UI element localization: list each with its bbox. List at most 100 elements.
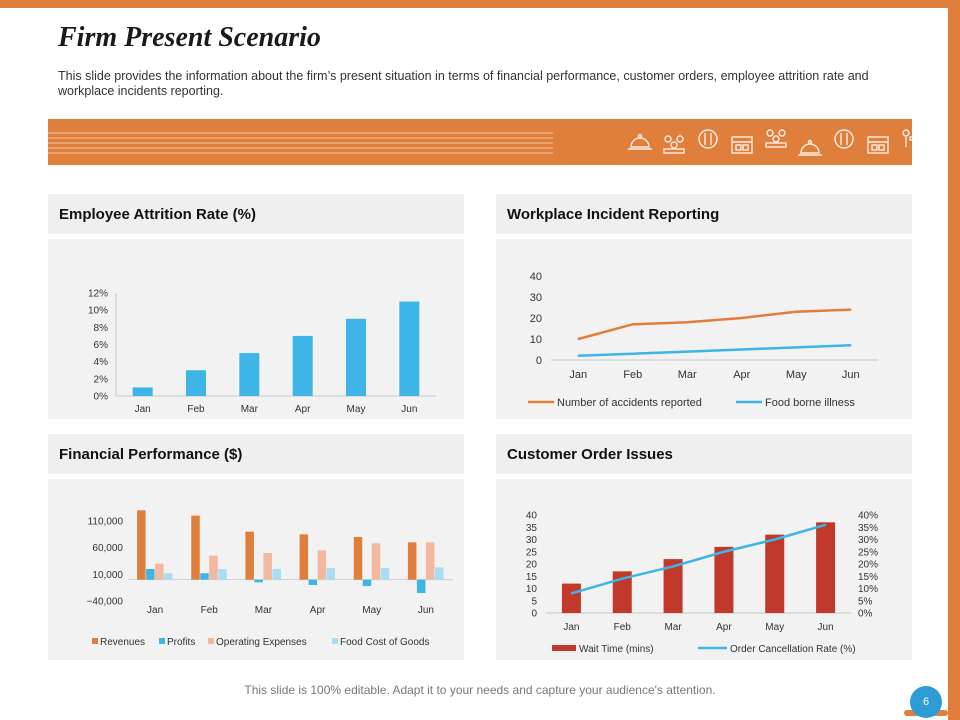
person-head (772, 135, 780, 143)
accidents-point (686, 321, 689, 323)
wait-time-bar (612, 571, 632, 613)
y-tick-label: 20 (526, 560, 538, 571)
team-icon (663, 135, 685, 154)
y-tick-label: 35 (526, 523, 538, 534)
accidents-point (849, 308, 852, 311)
food-illness-point (631, 352, 634, 355)
revenue-bar (407, 542, 417, 580)
dining-table (909, 136, 912, 141)
legend-label: Operating Expenses (216, 637, 307, 648)
plate (698, 129, 718, 149)
attrition-bar (239, 353, 260, 396)
food-cost-bar (272, 569, 281, 580)
financial-chart-panel: −40,000 10,000 60,000 110,000 Jan Feb Mar Apr Ma… (48, 479, 464, 660)
legend-swatch (332, 638, 338, 644)
store-icon (731, 136, 753, 154)
food-illness-point (686, 350, 689, 353)
y-tick-label: 10,000 (92, 570, 123, 581)
attrition-bar (132, 387, 153, 396)
y-tick-label: −40,000 (87, 597, 124, 608)
profit-bar (254, 579, 263, 583)
food-cost-bar (164, 573, 173, 580)
x-tick-label: May (347, 404, 366, 415)
attrition-chart-panel: 0% 2% 4% 6% 8% 10% 12% Jan Feb Mar Apr May Jun (48, 239, 464, 419)
legend-swatch (552, 645, 576, 651)
dining-icon (902, 129, 912, 147)
x-tick-label: Jun (842, 369, 860, 381)
y-tick-label: 60,000 (92, 543, 123, 554)
banner-icons (628, 123, 912, 165)
food-illness-point (577, 355, 580, 357)
y-tick-label: 0% (94, 392, 109, 403)
team-icon (765, 129, 787, 148)
table (765, 142, 787, 148)
y-tick-label: 10% (88, 306, 108, 317)
revenue-bar (353, 537, 363, 580)
y2-tick-label: 10% (858, 584, 878, 595)
person-head (664, 135, 672, 143)
table (663, 148, 685, 154)
x-tick-label: Feb (187, 404, 205, 415)
person-head (778, 129, 786, 137)
revenue-bar (245, 531, 254, 580)
attrition-bar (186, 370, 206, 396)
store-front (867, 136, 889, 154)
person-head (766, 129, 774, 137)
orders-panel-title: Customer Order Issues (496, 434, 912, 474)
food-illness-point (849, 344, 852, 347)
financial-chart: −40,000 10,000 60,000 110,000 Jan Feb Mar Apr Ma… (87, 510, 453, 648)
x-tick-label: Jan (563, 622, 579, 633)
fork-knife-icon (834, 129, 854, 149)
incident-panel-title: Workplace Incident Reporting (496, 194, 912, 234)
header-banner (48, 119, 912, 165)
person-head (676, 135, 684, 143)
x-tick-label: Apr (310, 605, 326, 616)
y-tick-label: 110,000 (88, 517, 124, 528)
x-tick-label: Feb (614, 622, 632, 633)
y-tick-label: 40 (526, 511, 538, 522)
y-tick-label: 4% (94, 357, 109, 368)
revenue-bar (299, 534, 309, 580)
food-cost-bar (326, 567, 336, 580)
y-tick-label: 12% (88, 289, 108, 300)
x-tick-label: Apr (716, 622, 732, 633)
y-tick-label: 6% (94, 340, 109, 351)
opex-bar (317, 550, 327, 580)
legend-label: Profits (167, 637, 195, 648)
profit-bar (416, 579, 426, 593)
x-tick-label: May (362, 605, 381, 616)
footer-note: This slide is 100% editable. Adapt it to… (244, 683, 716, 697)
legend-label: Food Cost of Goods (340, 637, 430, 648)
incident-chart-panel: 0 10 20 30 40 Jan Feb Mar Apr May Jun Number of acc… (496, 239, 912, 419)
store-window (871, 144, 878, 151)
profit-bar (308, 579, 318, 585)
service-bell-icon (798, 139, 822, 156)
y-tick-label: 10 (526, 584, 538, 595)
y2-tick-label: 20% (858, 560, 878, 571)
x-tick-label: Jan (135, 404, 151, 415)
x-tick-label: Mar (241, 404, 259, 415)
bell-knob (637, 133, 643, 139)
attrition-bar (399, 301, 420, 396)
accidents-point (631, 323, 634, 326)
food-illness-point (795, 346, 798, 349)
food-cost-bar (218, 569, 227, 580)
store-window (742, 144, 749, 151)
attrition-bar (292, 335, 313, 396)
banner-icon-strip (628, 129, 912, 156)
y-tick-label: 2% (94, 374, 109, 385)
x-tick-label: Mar (255, 605, 273, 616)
x-tick-label: Apr (733, 369, 750, 381)
y2-tick-label: 40% (858, 511, 878, 522)
bell-dome (630, 137, 650, 148)
profit-bar (146, 569, 155, 580)
incident-chart: 0 10 20 30 40 Jan Feb Mar Apr May Jun Number of acc… (528, 271, 878, 409)
cancellation-rate-point (773, 538, 776, 541)
opex-bar (263, 553, 272, 580)
store-window (735, 144, 742, 151)
y2-tick-label: 30% (858, 535, 878, 546)
legend-swatch (92, 638, 98, 644)
legend-label: Order Cancellation Rate (%) (730, 644, 856, 655)
x-tick-label: Jan (569, 369, 587, 381)
opex-bar (155, 563, 164, 580)
